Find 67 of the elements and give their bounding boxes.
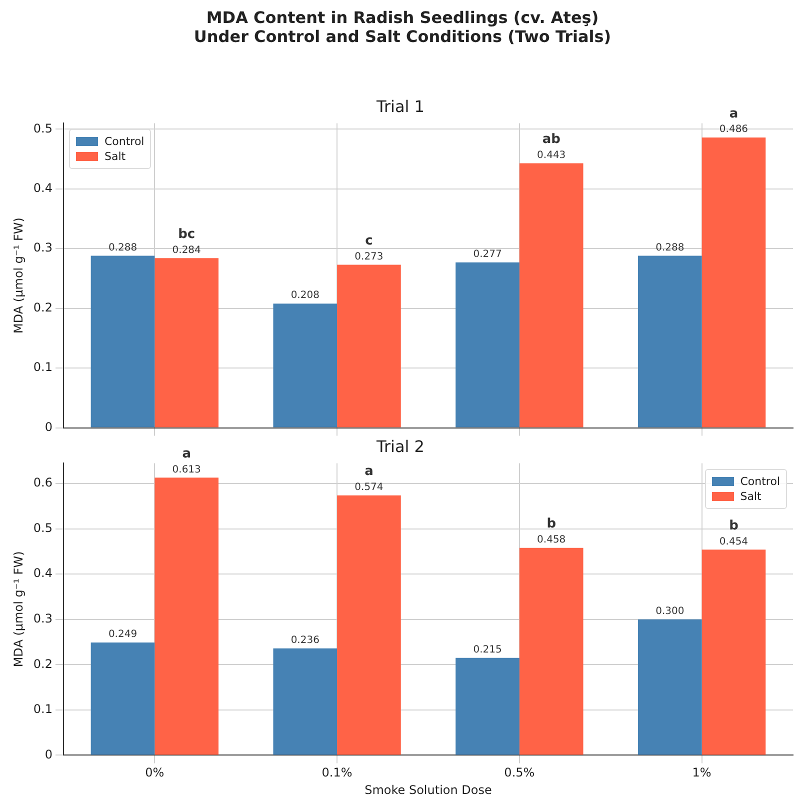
data-label: 0.208 [290,290,320,302]
y-tick-label: 0.4 [33,566,52,580]
legend-label: Salt [740,490,762,504]
bar [90,642,155,755]
data-label: 0.236 [290,634,320,646]
y-tick-label: 0 [44,420,52,434]
annotation: a [364,464,374,480]
chart-subtitle: Trial 1 [376,96,424,116]
bar [154,258,219,428]
data-label: 0.215 [473,644,502,656]
bar [337,264,401,428]
y-tick-label: 0 [44,747,52,762]
bar [154,478,219,755]
bar [456,658,520,755]
annotation: a [729,106,738,122]
annotation: ab [542,132,560,148]
x-tick-label: 0.1% [322,766,352,780]
x-axis-title: Smoke Solution Dose [364,782,492,797]
annotation: c [365,234,373,249]
data-label: 0.249 [108,629,138,640]
legend-label: Control [740,475,780,488]
bar [273,304,338,428]
y-tick-label: 0.1 [33,360,52,374]
y-tick-label: 0.5 [33,121,52,136]
bar [702,550,766,755]
legend-label: Control [104,135,144,148]
data-label: 0.288 [656,242,684,254]
y-tick-label: 0.2 [33,656,52,671]
annotation: bc [178,227,196,242]
bar [456,262,520,428]
annotation: b [729,518,738,534]
chart-title: MDA Content in Radish Seedlings (cv. Ateş) Under Control and Salt Conditions (Two Trials) [192,8,612,48]
bar [638,619,702,755]
data-label: 0.300 [656,606,684,617]
data-label: 0.273 [354,251,384,262]
data-label: 0.613 [172,464,201,476]
legend-label: Salt [104,150,126,164]
x-tick-label: 0.5% [504,766,535,780]
y-tick-label: 0.1 [33,702,52,716]
y-axis-title: MDA (µmol g⁻¹ FW) [11,551,26,668]
data-label: 0.486 [719,124,748,136]
y-tick-label: 0.2 [33,300,52,314]
bar [90,256,155,428]
data-label: 0.277 [473,248,502,260]
data-label: 0.458 [537,534,566,546]
data-label: 0.443 [537,150,566,161]
x-tick-label: 0% [145,766,164,780]
chart-title: Trial 2 [376,436,424,456]
data-label: 0.288 [108,242,138,254]
data-label: 0.454 [719,536,748,548]
y-tick-label: 0.3 [33,240,52,255]
data-label: 0.284 [172,244,201,256]
data-label: 0.574 [354,482,384,493]
y-tick-label: 0.3 [33,612,52,626]
y-tick-label: 0.5 [33,520,52,535]
y-axis-title: MDA (µmol g⁻¹ FW) [11,218,26,334]
y-tick-label: 0.4 [33,181,52,196]
bar [337,495,401,755]
bar [273,648,338,755]
bar [702,138,766,428]
bar [638,256,702,428]
y-tick-label: 0.6 [33,476,52,490]
annotation: a [182,446,191,462]
annotation: b [546,516,556,532]
bar [519,163,584,428]
bar [519,548,584,755]
x-tick-label: 1% [692,766,712,780]
